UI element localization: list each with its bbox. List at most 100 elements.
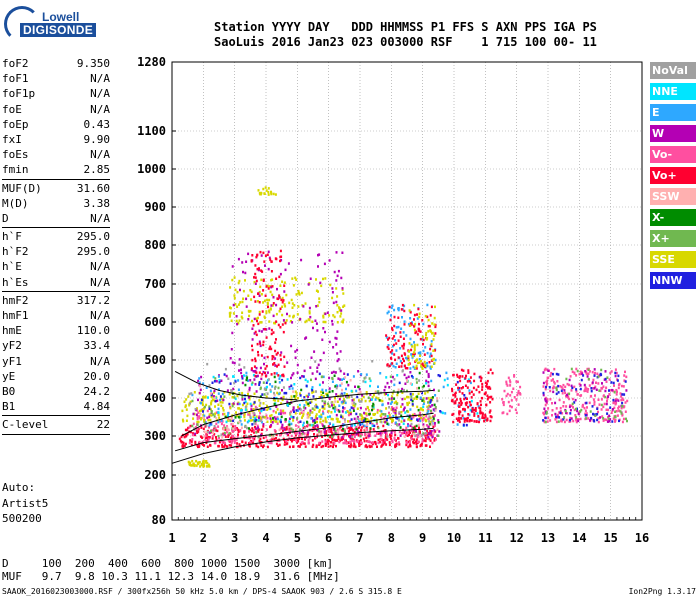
- echo-point: [399, 360, 402, 363]
- echo-point: [217, 413, 220, 417]
- echo-point: [426, 364, 429, 368]
- echo-point: [611, 420, 614, 423]
- echo-point: [434, 323, 437, 327]
- echo-point: [192, 462, 195, 465]
- echo-point: [309, 409, 312, 412]
- echo-point: [210, 408, 212, 411]
- echo-point: [422, 423, 425, 426]
- echo-point: [344, 429, 346, 433]
- echo-point: [316, 370, 319, 373]
- echo-point: [199, 388, 202, 392]
- echo-point: [281, 426, 284, 429]
- echo-point: [369, 384, 371, 388]
- echo-point: [253, 431, 255, 434]
- echo-point: [562, 401, 565, 404]
- echo-point: [233, 294, 236, 297]
- echo-point: [403, 430, 406, 434]
- echo-point: [460, 387, 463, 390]
- echo-point: [305, 336, 308, 339]
- echo-point: [410, 437, 413, 440]
- echo-point: [379, 409, 382, 413]
- echo-point: [378, 440, 381, 444]
- echo-point: [213, 441, 216, 445]
- echo-point: [368, 399, 371, 403]
- echo-point: [464, 396, 467, 400]
- echo-point: [295, 293, 298, 296]
- echo-point: [393, 438, 396, 441]
- param-row: foF1 N/A: [2, 71, 110, 86]
- echo-point: [259, 342, 262, 345]
- footer-version: Ion2Png 1.3.17: [628, 587, 696, 596]
- echo-point: [262, 402, 265, 405]
- echo-point: [489, 387, 492, 390]
- echo-point: [550, 371, 553, 375]
- echo-point: [372, 407, 375, 410]
- echo-point: [431, 396, 434, 399]
- echo-point: [264, 327, 267, 331]
- echo-point: [458, 376, 461, 379]
- echo-point: [359, 406, 362, 410]
- echo-point: [417, 408, 420, 412]
- param-key: foF1: [2, 72, 29, 86]
- echo-point: [480, 376, 483, 380]
- echo-point: [238, 402, 241, 406]
- echo-point: [416, 387, 419, 390]
- echo-point: [480, 403, 482, 407]
- echo-point: [421, 399, 424, 402]
- echo-point: [324, 416, 327, 420]
- echo-point: [282, 429, 284, 432]
- echo-point: [399, 434, 402, 437]
- legend-item: Vo-: [650, 146, 696, 163]
- echo-point: [243, 374, 245, 377]
- echo-point: [277, 374, 280, 377]
- echo-point: [247, 379, 249, 382]
- echo-point: [333, 441, 336, 445]
- echo-point: [193, 391, 196, 394]
- echo-point: [314, 398, 317, 401]
- echo-point: [269, 439, 272, 442]
- echo-point: [352, 409, 355, 412]
- echo-point: [241, 395, 244, 399]
- echo-point: [315, 305, 318, 308]
- echo-point: [272, 419, 275, 422]
- echo-point: [260, 293, 263, 296]
- echo-point: [397, 388, 400, 391]
- echo-point: [201, 403, 204, 407]
- echo-point: [284, 411, 287, 415]
- echo-point: [226, 429, 229, 432]
- echo-point: [342, 406, 344, 409]
- echo-point: [292, 445, 295, 448]
- echo-point: [279, 409, 282, 412]
- echo-point: [229, 357, 232, 360]
- echo-point: [207, 439, 210, 442]
- echo-point: [237, 303, 240, 306]
- param-divider: [2, 178, 110, 180]
- echo-point: [294, 356, 297, 359]
- echo-point: [324, 277, 327, 280]
- echo-point: [224, 415, 227, 419]
- echo-point: [223, 424, 226, 427]
- echo-point: [600, 373, 603, 377]
- echo-point: [271, 285, 274, 288]
- echo-point: [267, 285, 270, 288]
- echo-point: [200, 375, 203, 379]
- echo-point: [335, 251, 338, 254]
- echo-point: [283, 281, 286, 284]
- param-value: 33.4: [83, 339, 111, 353]
- echo-point: [444, 412, 447, 415]
- echo-point: [418, 412, 421, 415]
- echo-point: [367, 432, 370, 436]
- echo-point: [307, 439, 310, 442]
- echo-point: [353, 404, 356, 408]
- echo-point: [472, 393, 475, 396]
- echo-point: [223, 441, 226, 445]
- echo-point: [342, 437, 345, 440]
- echo-point: [371, 360, 374, 363]
- echo-point: [207, 418, 210, 422]
- echo-point: [235, 438, 238, 442]
- echo-point: [353, 423, 356, 427]
- echo-point: [204, 460, 207, 463]
- echo-point: [390, 397, 393, 400]
- echo-point: [269, 345, 272, 349]
- echo-point: [300, 411, 303, 414]
